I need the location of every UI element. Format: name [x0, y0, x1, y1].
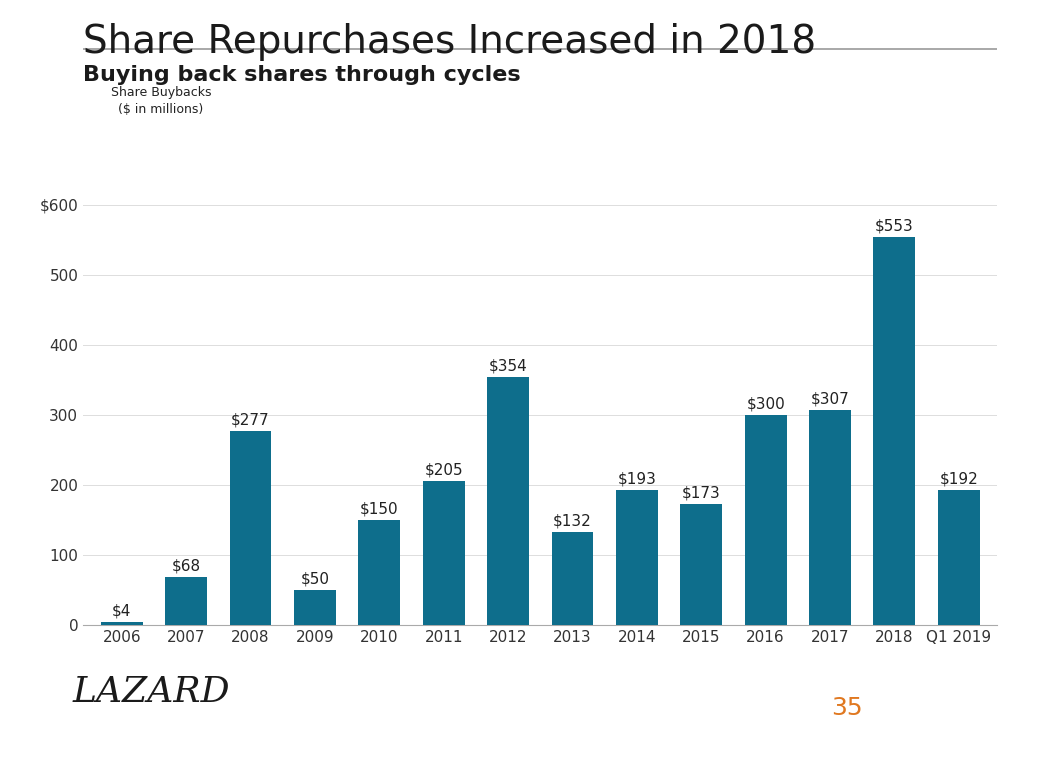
Text: Buying back shares through cycles: Buying back shares through cycles [83, 65, 521, 85]
Text: $150: $150 [359, 501, 399, 517]
Bar [809, 410, 851, 625]
Text: $205: $205 [424, 463, 463, 478]
Bar [745, 415, 787, 625]
Text: $277: $277 [232, 412, 270, 427]
Text: $50: $50 [300, 572, 329, 586]
Text: 35: 35 [831, 696, 862, 720]
Bar [616, 490, 658, 625]
Bar [487, 377, 529, 625]
Text: $193: $193 [617, 471, 657, 486]
Text: $307: $307 [810, 391, 850, 406]
Text: $354: $354 [488, 358, 528, 373]
Text: $192: $192 [939, 472, 978, 487]
Bar [165, 577, 207, 625]
Text: Share Repurchases Increased in 2018: Share Repurchases Increased in 2018 [83, 23, 817, 61]
Bar [681, 504, 722, 625]
Text: $173: $173 [682, 485, 721, 500]
Text: $4: $4 [112, 604, 132, 619]
Text: $300: $300 [746, 396, 785, 411]
Bar [552, 533, 593, 625]
Text: Share Buybacks
($ in millions): Share Buybacks ($ in millions) [111, 86, 211, 116]
Text: $132: $132 [553, 514, 592, 529]
Bar [938, 490, 980, 625]
Text: $68: $68 [171, 559, 201, 574]
Bar [358, 520, 400, 625]
Bar [423, 482, 464, 625]
Text: $553: $553 [875, 219, 913, 234]
Bar [874, 238, 915, 625]
Bar [101, 622, 142, 625]
Text: LAZARD: LAZARD [73, 674, 231, 709]
Bar [230, 431, 271, 625]
Bar [294, 590, 336, 625]
